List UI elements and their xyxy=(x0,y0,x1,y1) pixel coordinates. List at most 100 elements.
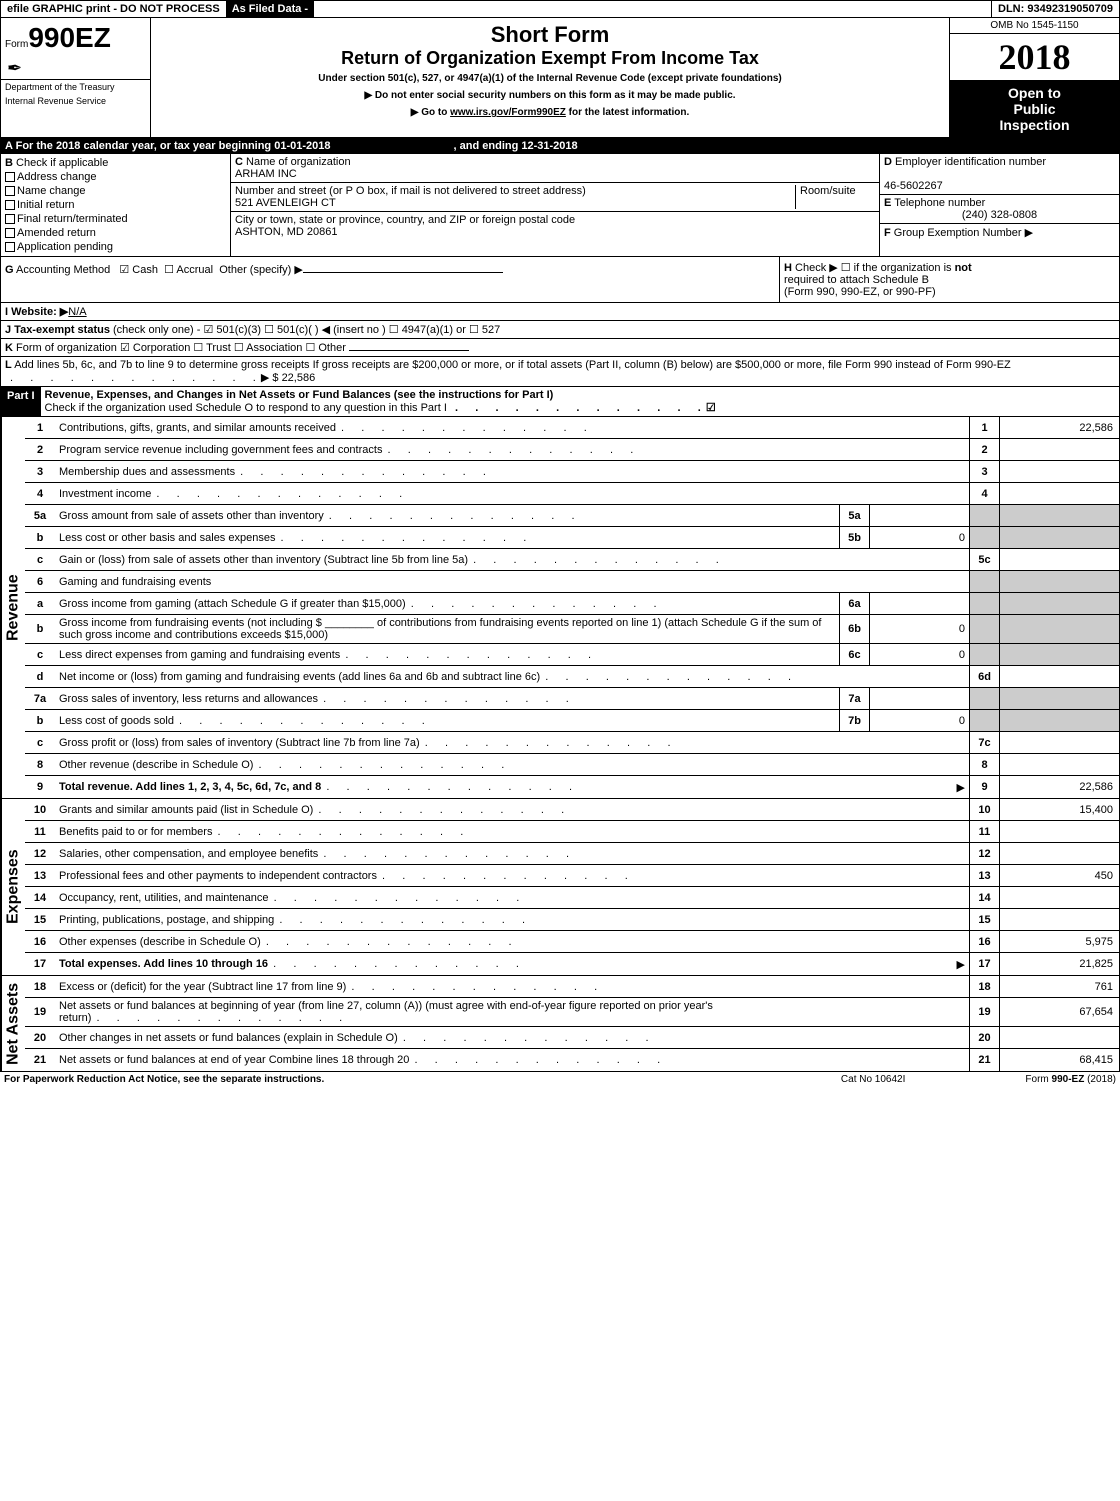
omb-number: OMB No 1545-1150 xyxy=(950,18,1119,34)
cb-accrual[interactable]: ☐ Accrual xyxy=(164,264,213,276)
inner-box-label: 6b xyxy=(839,615,869,643)
line-num: 12 xyxy=(25,848,55,860)
line-desc: Other revenue (describe in Schedule O) xyxy=(55,757,969,773)
box-val: 5,975 xyxy=(999,931,1119,952)
box-val: 22,586 xyxy=(999,417,1119,438)
line-num: 11 xyxy=(25,826,55,838)
line-desc: Other expenses (describe in Schedule O) xyxy=(55,934,969,950)
line-b: bLess cost of goods sold7b0 xyxy=(25,710,1119,732)
paperwork-notice: For Paperwork Reduction Act Notice, see … xyxy=(4,1074,324,1085)
box-val-shaded xyxy=(999,527,1119,548)
line-8: 8Other revenue (describe in Schedule O)8 xyxy=(25,754,1119,776)
line-num: 20 xyxy=(25,1032,55,1044)
box-num-shaded xyxy=(969,688,999,709)
netasset-lines: 18Excess or (deficit) for the year (Subt… xyxy=(25,976,1119,1071)
cb-amended-return[interactable]: Amended return xyxy=(5,226,226,240)
cb-initial-return[interactable]: Initial return xyxy=(5,198,226,212)
cat-no: Cat No 10642I xyxy=(841,1074,906,1085)
part1-checkmark: ☑ xyxy=(706,402,716,414)
label-a: A xyxy=(5,140,13,152)
phone-value: (240) 328-0808 xyxy=(884,209,1115,221)
line-5a: 5aGross amount from sale of assets other… xyxy=(25,505,1119,527)
ein-label: Employer identification number xyxy=(895,156,1046,168)
line-10: 10Grants and similar amounts paid (list … xyxy=(25,799,1119,821)
h-not: not xyxy=(955,262,972,274)
box-val xyxy=(999,483,1119,504)
tax-exempt-status: (check only one) - ☑ 501(c)(3) ☐ 501(c)(… xyxy=(113,324,500,336)
label-b: B xyxy=(5,157,13,169)
box-val xyxy=(999,887,1119,908)
expenses-vlabel: Expenses xyxy=(1,799,25,975)
line-num: 17 xyxy=(25,958,55,970)
line-num: 18 xyxy=(25,981,55,993)
box-num: 4 xyxy=(969,483,999,504)
line-num: 13 xyxy=(25,870,55,882)
check-if-applicable: Check if applicable xyxy=(16,157,108,169)
header-row: Form990EZ ✒ Department of the Treasury I… xyxy=(1,18,1119,138)
revenue-lines: 1Contributions, gifts, grants, and simil… xyxy=(25,417,1119,798)
line-desc: Printing, publications, postage, and shi… xyxy=(55,912,969,928)
line-9: 9Total revenue. Add lines 1, 2, 3, 4, 5c… xyxy=(25,776,1119,798)
form-of-org: Form of organization ☑ Corporation ☐ Tru… xyxy=(16,342,346,354)
label-e: E xyxy=(884,197,891,209)
line-desc: Gross amount from sale of assets other t… xyxy=(55,508,839,524)
line-desc: Gain or (loss) from sale of assets other… xyxy=(55,552,969,568)
room-suite-label: Room/suite xyxy=(795,185,875,209)
label-l: L xyxy=(5,359,12,371)
section-j: J Tax-exempt status (check only one) - ☑… xyxy=(1,321,1119,339)
cb-application-pending[interactable]: Application pending xyxy=(5,240,226,254)
line-desc: Investment income xyxy=(55,486,969,502)
box-num: 10 xyxy=(969,799,999,820)
box-num: 5c xyxy=(969,549,999,570)
main-title: Return of Organization Exempt From Incom… xyxy=(155,48,945,69)
box-num: 20 xyxy=(969,1027,999,1048)
line-desc: Grants and similar amounts paid (list in… xyxy=(55,802,969,818)
line-num: c xyxy=(25,737,55,749)
inner-box-label: 5b xyxy=(839,527,869,548)
line-c: cLess direct expenses from gaming and fu… xyxy=(25,644,1119,666)
line-num: c xyxy=(25,649,55,661)
label-h: H xyxy=(784,262,792,274)
inner-box-value: 0 xyxy=(869,644,969,665)
expense-lines: 10Grants and similar amounts paid (list … xyxy=(25,799,1119,975)
city-value: ASHTON, MD 20861 xyxy=(235,226,338,238)
line-desc: Less cost of goods sold xyxy=(55,713,839,729)
line-b: bGross income from fundraising events (n… xyxy=(25,615,1119,644)
h-text2: required to attach Schedule B xyxy=(784,274,929,286)
cb-address-change[interactable]: Address change xyxy=(5,170,226,184)
line-desc: Net income or (loss) from gaming and fun… xyxy=(55,669,969,685)
line-20: 20Other changes in net assets or fund ba… xyxy=(25,1027,1119,1049)
cb-cash[interactable]: ☑ Cash xyxy=(119,264,158,276)
gh-row: G Accounting Method ☑ Cash ☐ Accrual Oth… xyxy=(1,257,1119,303)
line-2: 2Program service revenue including gover… xyxy=(25,439,1119,461)
line-12: 12Salaries, other compensation, and empl… xyxy=(25,843,1119,865)
cb-name-change[interactable]: Name change xyxy=(5,184,226,198)
tax-year: 2018 xyxy=(950,34,1119,81)
bcd-block: B Check if applicable Address change Nam… xyxy=(1,154,1119,257)
line-num: b xyxy=(25,715,55,727)
part1-label: Part I xyxy=(1,387,41,416)
inspect-line3: Inspection xyxy=(954,117,1115,133)
line-17: 17Total expenses. Add lines 10 through 1… xyxy=(25,953,1119,975)
short-form-title: Short Form xyxy=(155,22,945,48)
line-desc: Net assets or fund balances at end of ye… xyxy=(55,1052,969,1068)
line-desc: Total expenses. Add lines 10 through 16 … xyxy=(55,956,969,973)
cb-final-return[interactable]: Final return/terminated xyxy=(5,212,226,226)
line-desc: Net assets or fund balances at beginning… xyxy=(55,998,969,1026)
line-num: 6 xyxy=(25,576,55,588)
line-num: 3 xyxy=(25,466,55,478)
ssn-warning: ▶ Do not enter social security numbers o… xyxy=(155,90,945,101)
section-l-text: Add lines 5b, 6c, and 7b to line 9 to de… xyxy=(14,359,1011,371)
accounting-other: Other (specify) ▶ xyxy=(219,264,303,276)
line-18: 18Excess or (deficit) for the year (Subt… xyxy=(25,976,1119,998)
line-13: 13Professional fees and other payments t… xyxy=(25,865,1119,887)
box-num: 15 xyxy=(969,909,999,930)
box-num: 12 xyxy=(969,843,999,864)
netassets-section: Net Assets 18Excess or (deficit) for the… xyxy=(1,976,1119,1071)
street-label: Number and street (or P O box, if mail i… xyxy=(235,185,586,197)
irs-link-text: ▶ Go to www.irs.gov/Form990EZ for the la… xyxy=(155,107,945,118)
box-val-shaded xyxy=(999,688,1119,709)
box-num-shaded xyxy=(969,505,999,526)
line-desc: Less direct expenses from gaming and fun… xyxy=(55,647,839,663)
box-val xyxy=(999,1027,1119,1048)
